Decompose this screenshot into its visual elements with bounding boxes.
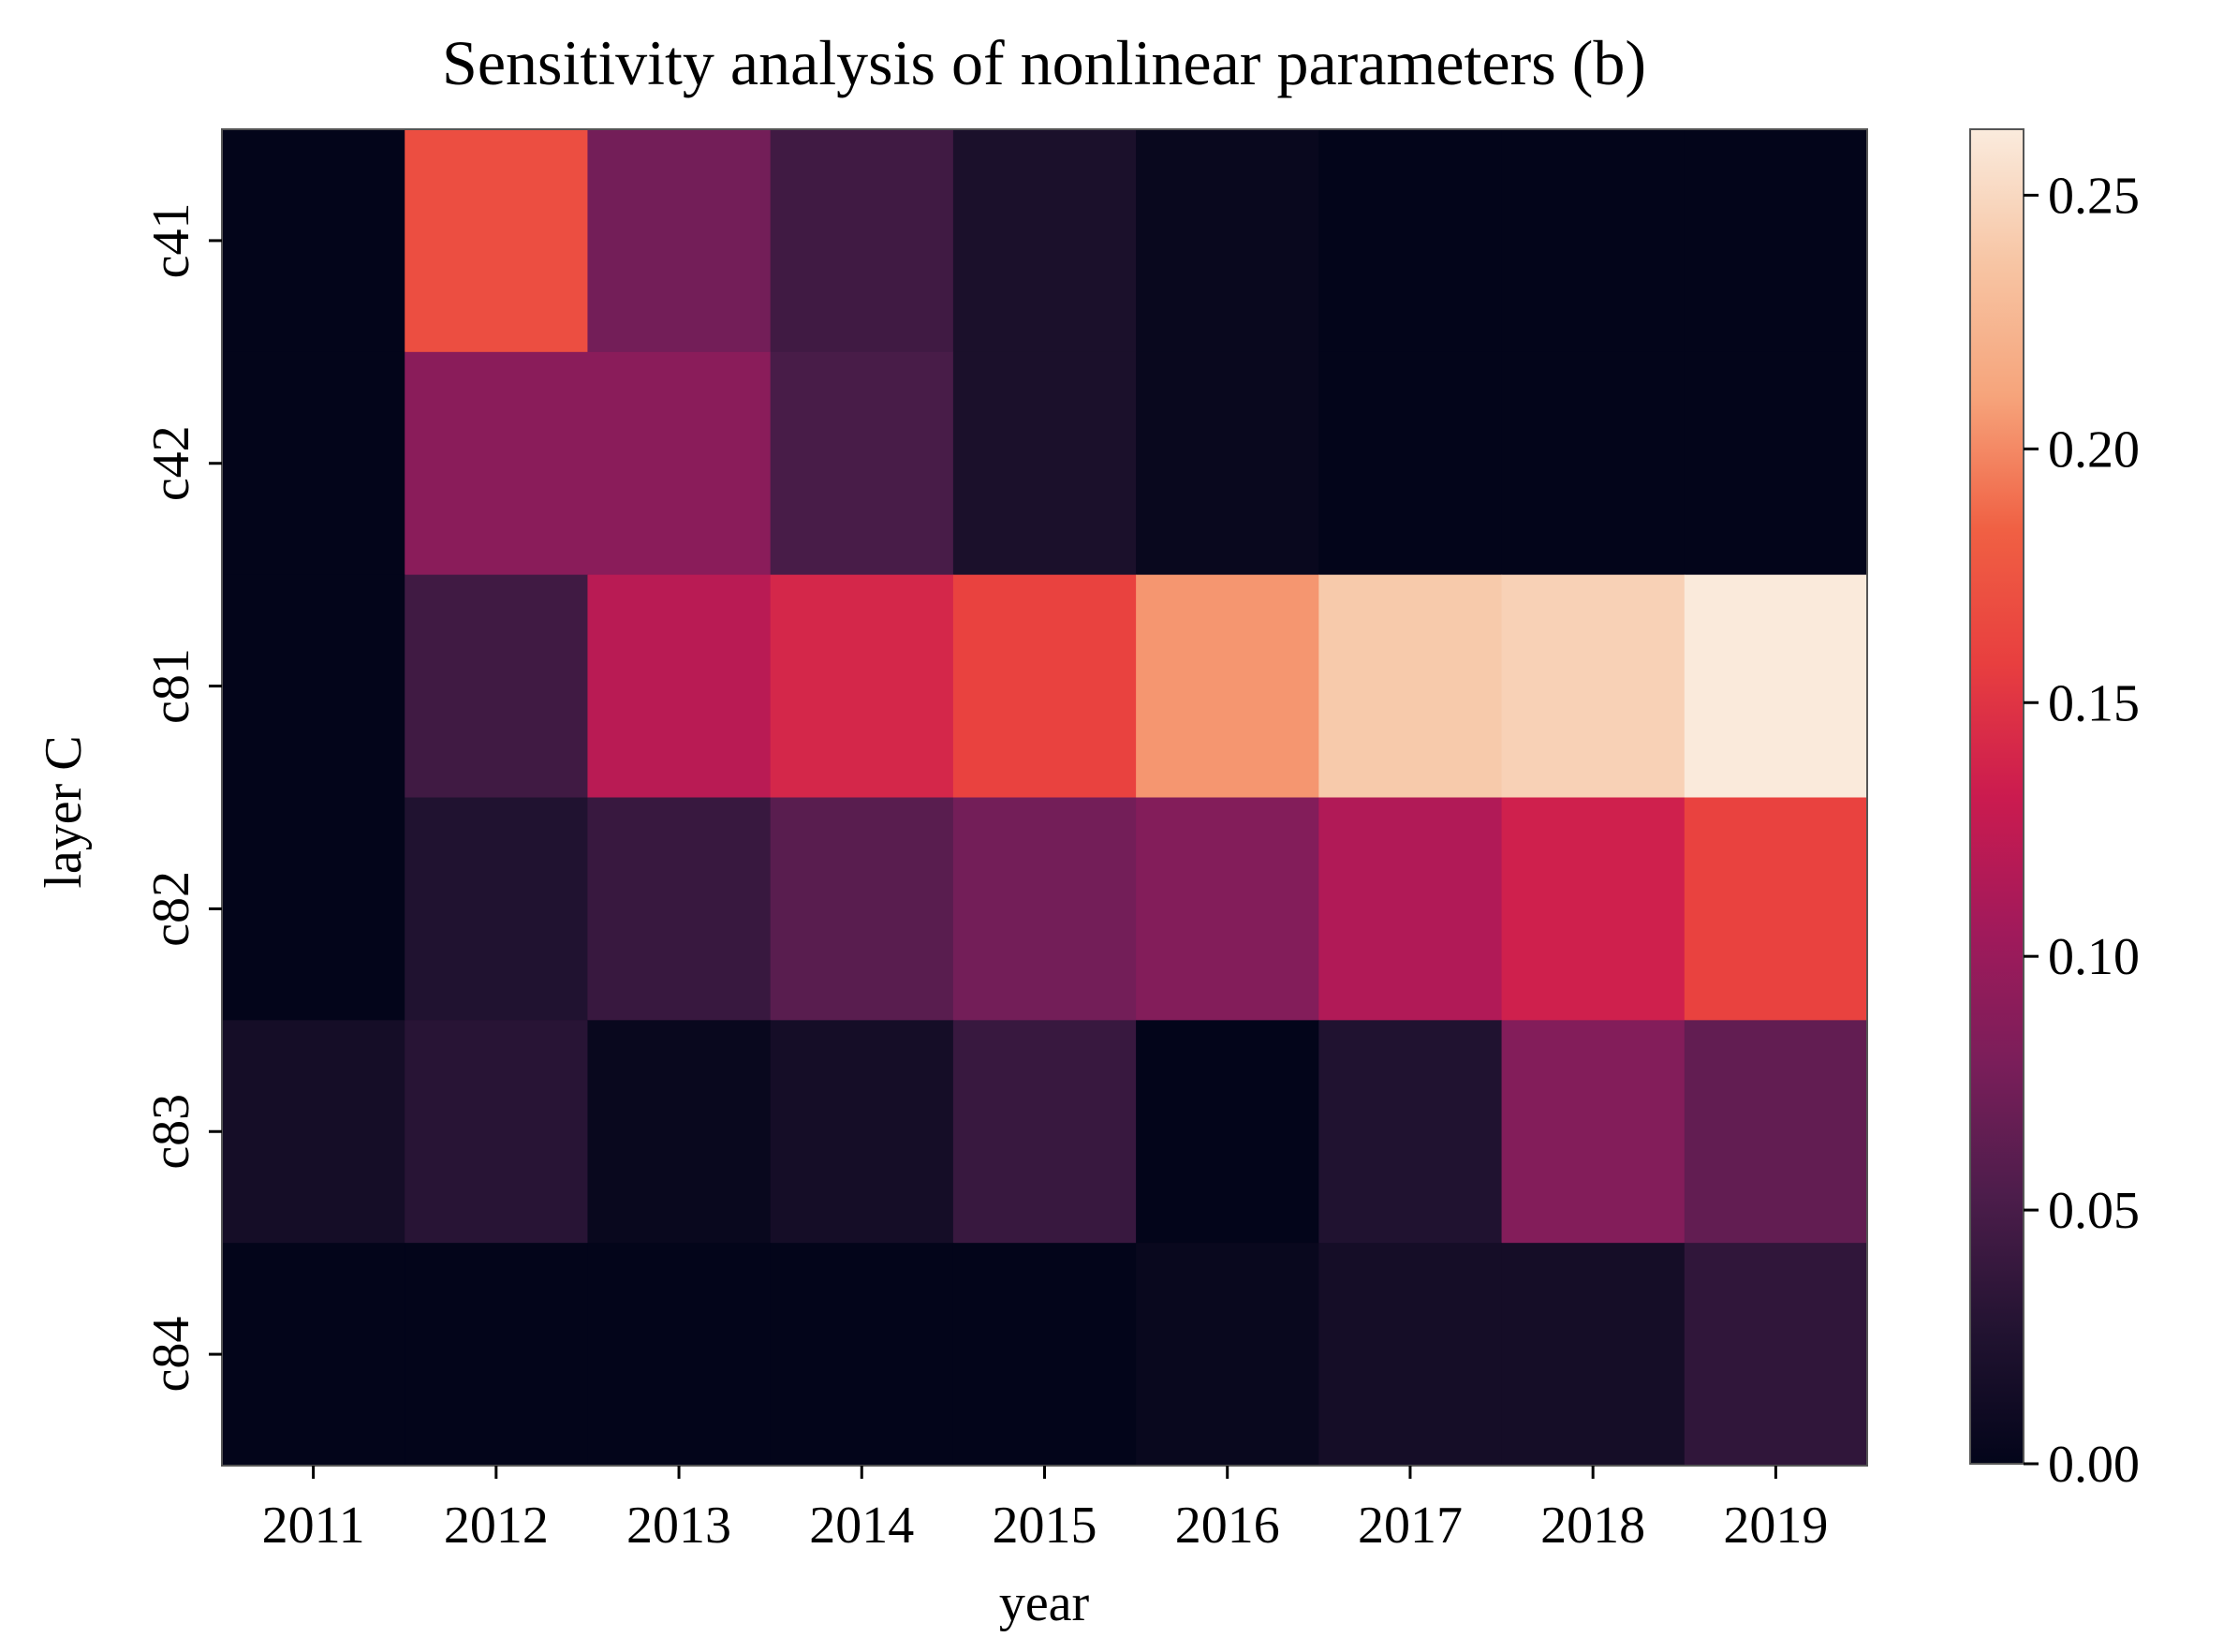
- heatmap-cell: [770, 129, 954, 353]
- x-tick-label: 2019: [1723, 1497, 1828, 1555]
- heatmap-cell: [1318, 574, 1503, 799]
- heatmap-cell: [1318, 129, 1503, 353]
- heatmap-cell: [1136, 1243, 1319, 1467]
- chart-title: Sensitivity analysis of nonlinear parame…: [442, 27, 1646, 98]
- heatmap-cell: [770, 1020, 954, 1244]
- y-axis: c41 c42 c81 c82 c83 c84: [142, 202, 222, 1393]
- heatmap-cell: [222, 1243, 405, 1467]
- colorbar-tick-label: 0.00: [2048, 1436, 2140, 1494]
- heatmap-cell: [405, 129, 589, 353]
- y-tick-label: c42: [142, 425, 200, 501]
- colorbar-tick-label: 0.25: [2048, 167, 2140, 225]
- heatmap-cell: [1501, 797, 1686, 1021]
- x-tick-label: 2017: [1358, 1497, 1463, 1555]
- heatmap-cell: [1318, 1243, 1503, 1467]
- heatmap-cell: [1501, 129, 1686, 353]
- heatmap-cells: [221, 128, 1868, 1467]
- heatmap-cell: [1501, 1020, 1686, 1244]
- heatmap-cell: [1501, 574, 1686, 799]
- heatmap-cell: [587, 351, 772, 576]
- colorbar-bar: [1969, 128, 2024, 1465]
- x-tick-label: 2018: [1540, 1497, 1645, 1555]
- x-tick-label: 2011: [262, 1497, 365, 1555]
- heatmap-cell: [1684, 1020, 1868, 1244]
- heatmap-cell: [1501, 1243, 1686, 1467]
- heatmap-cell: [770, 574, 954, 799]
- heatmap-cell: [952, 1020, 1137, 1244]
- heatmap-cell: [405, 1020, 589, 1244]
- heatmap-cell: [1318, 797, 1503, 1021]
- heatmap-cell: [405, 1243, 589, 1467]
- colorbar-tick-label: 0.05: [2048, 1182, 2140, 1240]
- x-tick-label: 2015: [993, 1497, 1097, 1555]
- x-tick-label: 2012: [444, 1497, 549, 1555]
- y-tick-label: c83: [142, 1094, 200, 1170]
- heatmap-cell: [222, 351, 405, 576]
- y-tick-label: c81: [142, 648, 200, 724]
- heatmap-cell: [1136, 351, 1319, 576]
- heatmap-cell: [1684, 797, 1868, 1021]
- heatmap-cell: [1136, 574, 1319, 799]
- y-axis-label: layer C: [35, 735, 93, 888]
- colorbar-tick-label: 0.10: [2048, 928, 2140, 986]
- heatmap-cell: [1684, 129, 1868, 353]
- heatmap-cell: [405, 797, 589, 1021]
- heatmap-cell: [1318, 1020, 1503, 1244]
- heatmap-cell: [222, 797, 405, 1021]
- x-axis-label: year: [999, 1574, 1090, 1632]
- colorbar-tick-label: 0.15: [2048, 674, 2140, 732]
- heatmap-cell: [587, 797, 772, 1021]
- heatmap-cell: [952, 574, 1137, 799]
- heatmap-cell: [1136, 129, 1319, 353]
- heatmap-cell: [952, 351, 1137, 576]
- colorbar-tick-label: 0.20: [2048, 420, 2140, 479]
- x-tick-label: 2014: [809, 1497, 914, 1555]
- x-tick-label: 2013: [626, 1497, 731, 1555]
- heatmap-cell: [770, 797, 954, 1021]
- x-axis: 2011 2012 2013 2014 2015 2016 2017 2018 2019: [262, 1466, 1828, 1555]
- heatmap-cell: [222, 129, 405, 353]
- x-tick-label: 2016: [1175, 1497, 1280, 1555]
- heatmap-cell: [587, 129, 772, 353]
- heatmap-cell: [1318, 351, 1503, 576]
- heatmap-cell: [1684, 574, 1868, 799]
- heatmap-cell: [952, 797, 1137, 1021]
- heatmap-cell: [770, 1243, 954, 1467]
- colorbar: 0.00 0.05 0.10 0.15 0.20 0.25: [1969, 128, 2140, 1494]
- heatmap-cell: [222, 1020, 405, 1244]
- heatmap-cell: [770, 351, 954, 576]
- heatmap-cell: [405, 574, 589, 799]
- y-tick-label: c84: [142, 1317, 200, 1393]
- heatmap-cell: [1684, 1243, 1868, 1467]
- heatmap-cell: [405, 351, 589, 576]
- heatmap-cell: [222, 574, 405, 799]
- heatmap-cell: [1136, 1020, 1319, 1244]
- heatmap-cell: [1501, 351, 1686, 576]
- heatmap-cell: [952, 1243, 1137, 1467]
- heatmap-cell: [587, 1243, 772, 1467]
- heatmap-cell: [952, 129, 1137, 353]
- heatmap-cell: [1136, 797, 1319, 1021]
- y-tick-label: c41: [142, 202, 200, 278]
- y-tick-label: c82: [142, 871, 200, 947]
- heatmap-cell: [587, 1020, 772, 1244]
- heatmap-cell: [587, 574, 772, 799]
- heatmap-cell: [1684, 351, 1868, 576]
